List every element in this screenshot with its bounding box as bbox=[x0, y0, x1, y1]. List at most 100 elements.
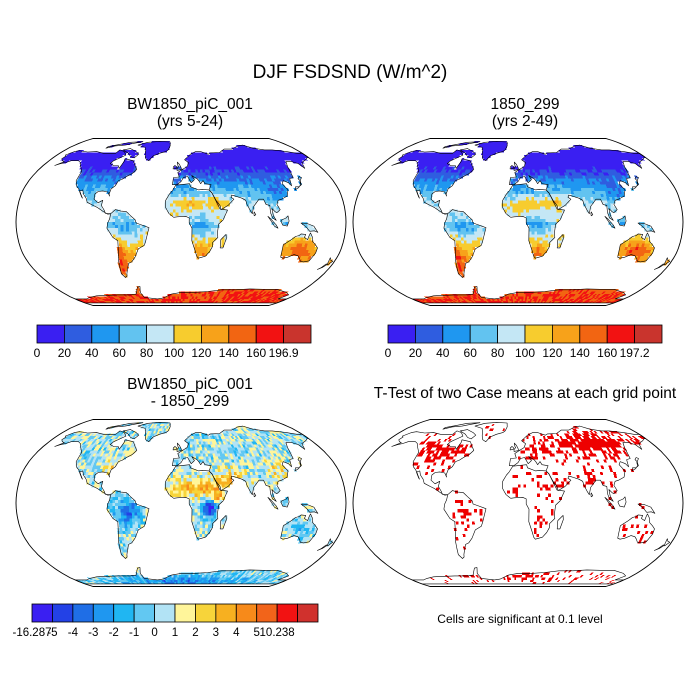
grid-cell bbox=[256, 294, 262, 297]
grid-cell bbox=[99, 178, 104, 182]
grid-cell bbox=[237, 175, 242, 179]
grid-cell bbox=[531, 215, 535, 219]
grid-cell bbox=[211, 178, 215, 182]
grid-cell bbox=[188, 187, 192, 191]
grid-cell bbox=[307, 243, 311, 247]
grid-cell bbox=[523, 212, 527, 216]
grid-cell bbox=[306, 253, 311, 257]
grid-cell bbox=[118, 175, 122, 179]
grid-cell bbox=[168, 296, 171, 299]
grid-cell bbox=[218, 197, 222, 201]
grid-cell bbox=[275, 294, 282, 297]
grid-cell bbox=[534, 222, 538, 226]
grid-cell bbox=[622, 218, 626, 222]
grid-cell bbox=[175, 294, 178, 297]
grid-cell bbox=[111, 294, 117, 297]
grid-cell bbox=[520, 200, 524, 204]
grid-cell bbox=[191, 200, 195, 204]
grid-cell bbox=[518, 197, 521, 201]
grid-cell bbox=[125, 253, 129, 257]
grid-cell bbox=[194, 160, 197, 164]
grid-cell bbox=[285, 243, 289, 247]
grid-cell bbox=[276, 298, 284, 302]
grid-cell bbox=[539, 190, 542, 195]
grid-cell bbox=[120, 301, 125, 303]
grid-cell bbox=[266, 294, 272, 297]
grid-cell bbox=[542, 203, 546, 207]
grid-cell bbox=[174, 301, 177, 303]
grid-cell bbox=[80, 175, 85, 179]
grid-cell bbox=[260, 296, 267, 299]
grid-cell bbox=[551, 181, 555, 185]
grid-cell bbox=[182, 575, 185, 578]
grid-cell bbox=[512, 212, 516, 216]
grid-cell bbox=[133, 298, 138, 302]
grid-cell bbox=[118, 234, 122, 238]
grid-cell bbox=[261, 298, 268, 302]
grid-cell bbox=[181, 194, 184, 198]
grid-cell bbox=[262, 294, 268, 297]
grid-cell bbox=[121, 237, 125, 241]
grid-cell bbox=[553, 212, 557, 216]
grid-cell bbox=[501, 203, 505, 207]
grid-cell bbox=[134, 240, 138, 244]
panel-case2-years: (yrs 2-49) bbox=[491, 113, 559, 130]
grid-cell bbox=[539, 206, 543, 210]
grid-cell bbox=[89, 194, 94, 198]
grid-cells bbox=[60, 141, 334, 303]
grid-cell bbox=[557, 187, 561, 191]
grid-cell bbox=[226, 296, 231, 299]
grid-cell bbox=[208, 212, 212, 216]
grid-cell bbox=[297, 237, 301, 241]
grid-cell bbox=[125, 249, 129, 254]
grid-cell bbox=[254, 291, 259, 295]
grid-cell bbox=[235, 296, 241, 299]
grid-cell bbox=[460, 225, 464, 229]
grid-cell bbox=[539, 249, 542, 254]
grid-cell bbox=[446, 225, 450, 229]
grid-cell bbox=[527, 172, 531, 176]
grid-cell bbox=[558, 203, 562, 207]
grid-cell bbox=[202, 249, 205, 254]
grid-cell bbox=[198, 301, 202, 303]
grid-cell bbox=[279, 291, 285, 295]
grid-cell bbox=[207, 190, 211, 195]
grid-cell bbox=[528, 222, 532, 226]
grid-cell bbox=[527, 163, 530, 167]
grid-cell bbox=[178, 209, 181, 213]
grid-cell bbox=[537, 172, 541, 176]
grid-cell bbox=[200, 225, 203, 229]
grid-cell bbox=[518, 206, 521, 210]
grid-cell bbox=[187, 166, 191, 170]
grid-cell bbox=[545, 209, 549, 213]
grid-cell bbox=[89, 298, 96, 302]
grid-cell bbox=[240, 175, 244, 179]
grid-cell bbox=[103, 301, 109, 303]
grid-cell bbox=[304, 243, 308, 247]
grid-cell bbox=[248, 197, 252, 201]
grid-cell bbox=[474, 237, 478, 241]
grid-cell bbox=[175, 577, 178, 580]
grid-cell bbox=[196, 194, 200, 198]
grid-cell bbox=[100, 175, 105, 179]
grid-cell bbox=[196, 163, 200, 167]
grid-cell bbox=[173, 296, 176, 299]
grid-cell bbox=[192, 163, 195, 167]
grid-cell bbox=[254, 298, 261, 302]
grid-cell bbox=[288, 240, 293, 244]
grid-cell bbox=[516, 298, 518, 302]
grid-cell bbox=[195, 301, 198, 303]
grid-cell bbox=[251, 200, 255, 204]
grid-cell bbox=[457, 218, 461, 222]
grid-cell bbox=[584, 190, 588, 195]
grid-cell bbox=[250, 175, 254, 179]
grid-cell bbox=[504, 203, 508, 207]
grid-cell bbox=[550, 206, 554, 210]
grid-cell bbox=[264, 197, 268, 201]
grid-cell bbox=[119, 262, 124, 266]
grid-cell bbox=[194, 231, 198, 235]
grid-cell bbox=[219, 212, 223, 216]
grid-cell bbox=[222, 215, 225, 219]
grid-cell bbox=[188, 194, 192, 198]
grid-cell bbox=[126, 231, 130, 235]
